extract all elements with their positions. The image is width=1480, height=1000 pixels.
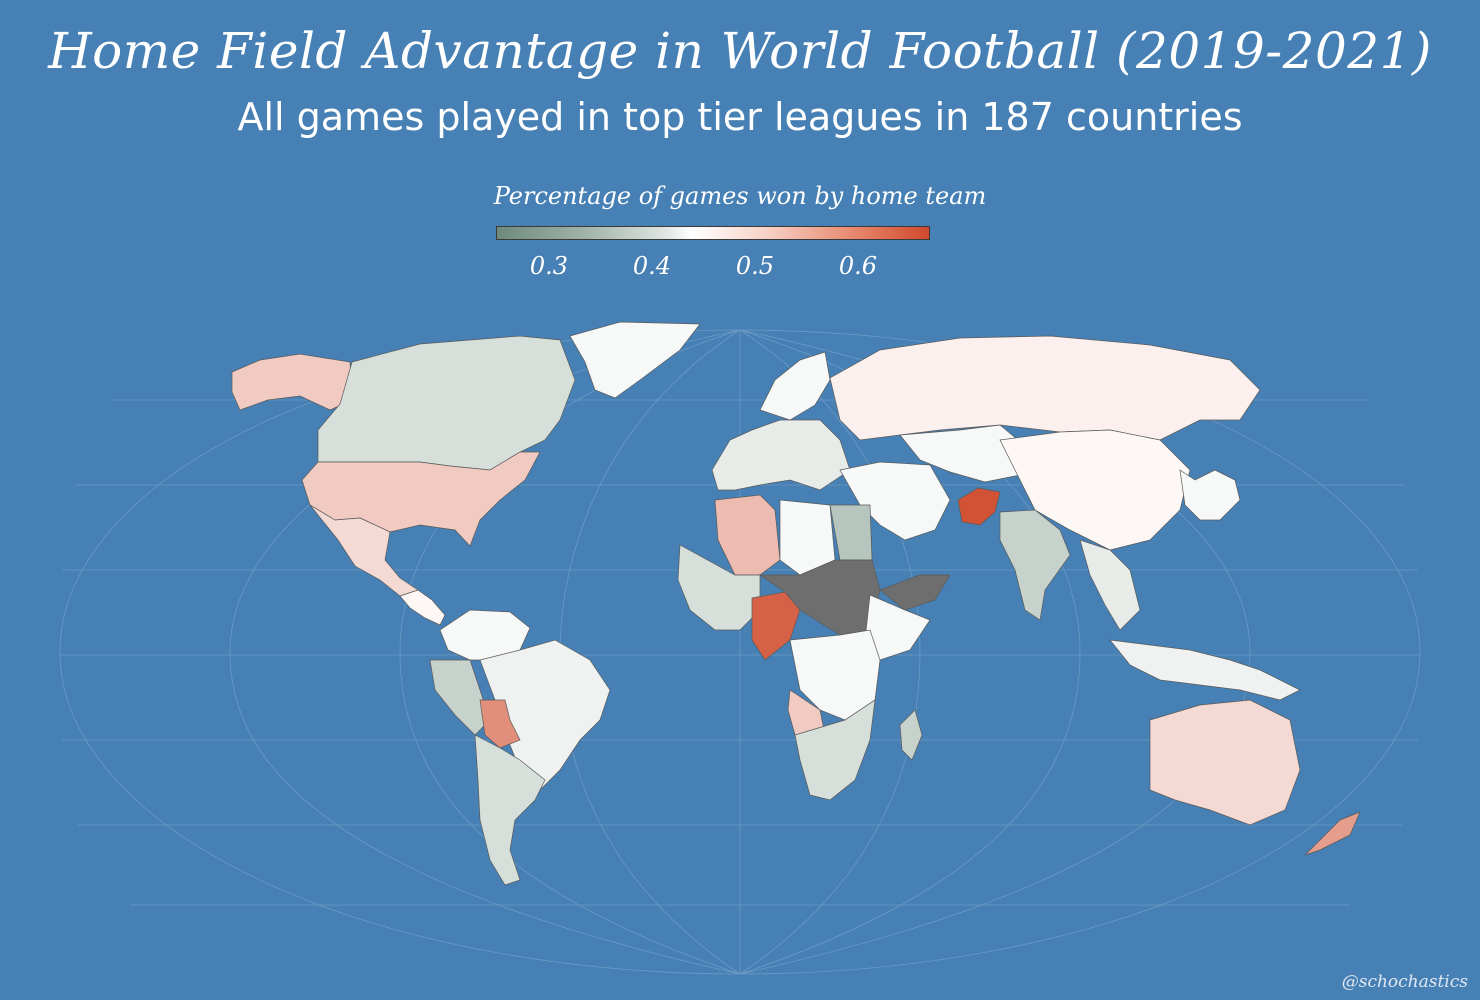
legend-tick: 0.5 (735, 252, 775, 280)
legend-tick: 0.6 (838, 252, 878, 280)
graticule (59, 329, 1421, 975)
country-bolivia (479, 699, 521, 749)
country-western-europe (711, 419, 851, 491)
country-japan-korea (1179, 469, 1241, 521)
country-arabia-yemen (879, 574, 951, 611)
country-alaska (231, 353, 353, 411)
country-mexico (309, 504, 419, 597)
country-west-africa (677, 544, 761, 631)
country-southern-africa (794, 699, 876, 801)
country-madagascar (899, 709, 923, 761)
legend-color-scale (496, 226, 930, 240)
country-new-zealand (1304, 811, 1361, 856)
country-afghanistan (957, 487, 1001, 526)
country-egypt (829, 504, 873, 561)
country-indonesia (1109, 639, 1301, 701)
author-credit: @schochastics (1341, 972, 1468, 992)
legend-title: Percentage of games won by home team (493, 182, 987, 210)
map-subtitle: All games played in top tier leagues in … (237, 95, 1243, 139)
country-india (999, 509, 1071, 621)
country-central-america (399, 589, 446, 626)
country-canada (317, 335, 576, 471)
country-australia (1149, 699, 1301, 826)
country-china (999, 429, 1191, 551)
country-southeast-asia (1079, 539, 1141, 631)
legend-tick: 0.4 (632, 252, 672, 280)
country-russia (829, 335, 1261, 441)
country-argentina-chile (474, 734, 546, 886)
country-north-africa-algeria (714, 494, 781, 576)
country-greenland (569, 321, 701, 399)
country-peru (429, 659, 491, 736)
legend-tick: 0.3 (529, 252, 569, 280)
country-scandinavia (759, 351, 831, 421)
map-title: Home Field Advantage in World Football (… (48, 22, 1432, 80)
